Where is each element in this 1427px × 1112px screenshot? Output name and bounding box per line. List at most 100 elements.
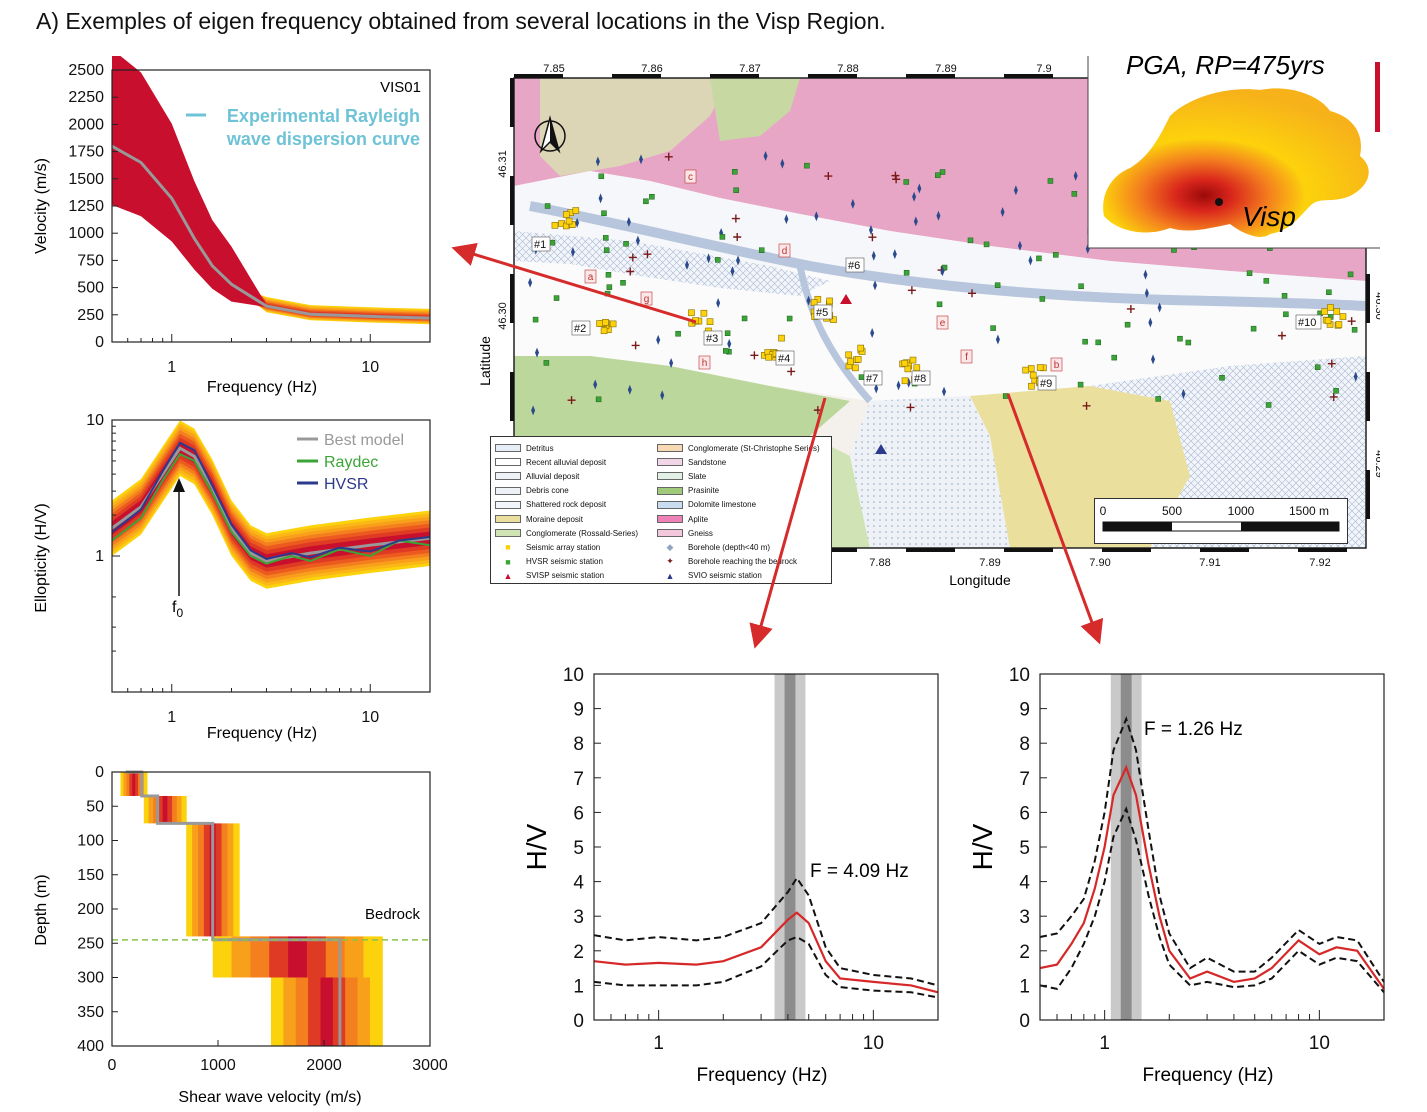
- borehole-marker: [627, 384, 632, 395]
- borehole-marker: [1151, 354, 1156, 365]
- borehole-marker: [598, 193, 603, 204]
- dispersion-best-curve: [111, 144, 431, 320]
- borehole-label: c: [688, 172, 693, 183]
- map-bottom-tick-label: 7.89: [979, 557, 1000, 569]
- profile-band-cell: [167, 795, 173, 824]
- hvsr-station: [553, 295, 560, 301]
- legend-right-item: Dolomite limestone: [657, 498, 831, 512]
- legend-label: Gneiss: [688, 528, 713, 538]
- ellipticity-chart: 10 1 1 10 Best model Raydec HVSR f0 Freque…: [33, 412, 431, 742]
- seismic-array-station: [1324, 317, 1332, 324]
- map-top-tick-label: 7.89: [935, 63, 956, 75]
- hvsr-station: [1111, 354, 1117, 361]
- y-tick-label: 3: [1019, 907, 1030, 928]
- dispersion-band-layer: [112, 56, 430, 319]
- y-tick-label: 8: [1019, 734, 1030, 755]
- peak-label: f0: [172, 599, 183, 620]
- hvsr-station: [1177, 335, 1183, 342]
- scale-tick-label: 0: [1100, 504, 1107, 518]
- x-tick-label: 1: [167, 709, 176, 726]
- hvsr-station: [606, 284, 613, 290]
- hvsr-station: [1071, 191, 1078, 197]
- map-bottom-tick-label: 7.92: [1309, 557, 1330, 569]
- ellipticity-y-ticks: 10 1: [86, 412, 120, 652]
- seismic-array-station: [563, 211, 570, 218]
- borehole-label-box: [684, 169, 697, 184]
- y-tick-label: 1000: [68, 225, 104, 242]
- seismic-array-station: [901, 377, 909, 385]
- borehole-marker: [896, 380, 901, 391]
- vs-profile-y-label: Depth (m): [33, 874, 50, 945]
- legend-swatch: [657, 472, 683, 481]
- site-label: #7: [866, 373, 878, 385]
- borehole-marker: [917, 183, 922, 194]
- hvsr-station: [532, 316, 539, 323]
- legend-swatch: [657, 515, 683, 524]
- profile-band-cell: [325, 936, 346, 978]
- seismic-array-station: [572, 207, 580, 214]
- profile-band-cell: [192, 823, 199, 937]
- ellipticity-hvsr-line: [111, 441, 431, 561]
- map-border-segment: [510, 372, 514, 421]
- map-scale-bar: 0 500 1000 1500 m: [1094, 498, 1348, 544]
- legend-swatch: [495, 472, 521, 481]
- debris-cone-south: [850, 396, 1010, 548]
- profile-band-cell: [197, 823, 205, 937]
- seismic-array-station: [688, 309, 695, 317]
- borehole-bedrock-marker: [628, 253, 637, 262]
- hv-left-f-label: F = 4.09 Hz: [810, 861, 909, 882]
- y-tick-label: 10: [563, 665, 584, 686]
- y-tick-label: 7: [573, 769, 584, 790]
- dispersion-legend-line1: Experimental Rayleigh: [227, 106, 420, 126]
- legend-label: SVIO seismic station: [688, 571, 762, 581]
- y-tick-label: 1: [95, 548, 104, 565]
- seismic-array-station: [854, 356, 862, 363]
- svisp-station: [840, 294, 852, 304]
- seismic-array-station: [1321, 308, 1328, 315]
- hvsr-station: [967, 237, 974, 244]
- hvsr-station: [1219, 374, 1225, 381]
- site-label: #1: [534, 239, 546, 251]
- profile-band-cell: [203, 823, 211, 937]
- borehole-marker: [871, 250, 876, 261]
- hv-left-mean-line: [593, 911, 939, 994]
- profile-band-cell: [138, 772, 142, 796]
- map-top-tick-label: 7.86: [641, 63, 662, 75]
- hvsr-station: [1283, 311, 1289, 318]
- borehole-marker: [626, 216, 631, 227]
- borehole-label-box: [778, 243, 791, 258]
- dispersion-model-band: [112, 56, 430, 325]
- y-tick-label: 1500: [68, 171, 104, 188]
- y-tick-label: 2250: [68, 89, 104, 106]
- map-border-segment: [1004, 548, 1053, 552]
- seismic-array-station: [845, 351, 852, 359]
- hvsr-station: [543, 360, 550, 366]
- seismic-array-station: [830, 316, 837, 323]
- map-legend-right-column: Conglomerate (St-Christophe Series) Sands…: [657, 441, 831, 583]
- legend-label: Shattered rock deposit: [526, 500, 607, 510]
- map-border-segment: [1298, 548, 1347, 552]
- map-site-labels: #1 #2 #3 #4 #5 #6 #7 #8 #9 #10: [531, 236, 1322, 391]
- y-tick-label: 1750: [68, 144, 104, 161]
- borehole-bedrock-marker: [1126, 304, 1135, 313]
- map-border-segment: [1004, 74, 1053, 78]
- hvsr-station: [675, 330, 681, 337]
- borehole-marker: [1028, 255, 1033, 266]
- vs-profile-x-ticks: 0 1000 2000 3000: [108, 1040, 448, 1074]
- borehole-bedrock-marker: [733, 233, 742, 242]
- seismic-array-station: [1028, 382, 1035, 390]
- map-right-tick-label: 46.29: [1373, 450, 1380, 478]
- site-label-box: [845, 257, 865, 273]
- borehole-label-box: [584, 269, 597, 284]
- profile-band-cell: [288, 936, 308, 978]
- moraine-zone-north: [540, 78, 730, 176]
- y-tick-label: 9: [573, 700, 584, 721]
- seismic-array-station: [706, 318, 714, 325]
- borehole-marker: [706, 253, 711, 264]
- y-tick-label: 5: [1019, 838, 1030, 859]
- legend-right-item: Prasinite: [657, 484, 831, 498]
- borehole-marker: [736, 255, 741, 266]
- borehole-marker: [940, 266, 945, 277]
